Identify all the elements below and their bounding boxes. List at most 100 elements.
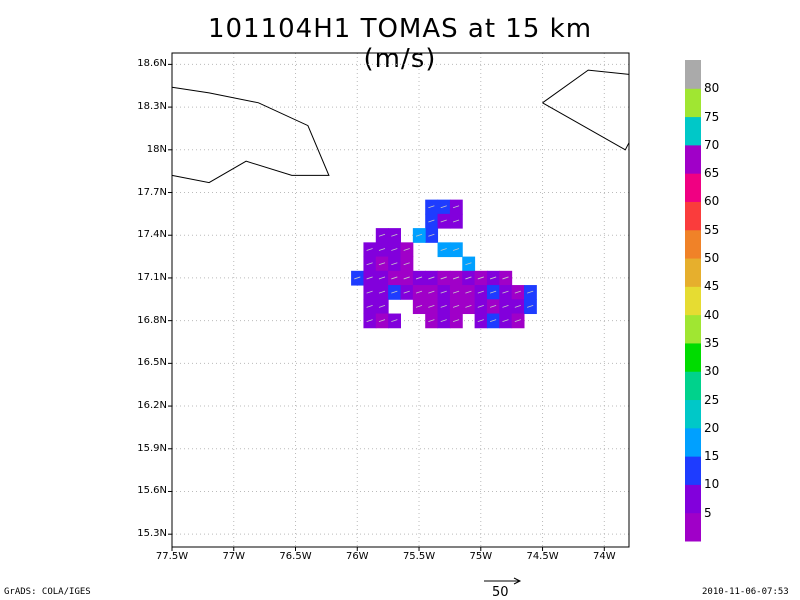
wind-vector <box>440 248 447 251</box>
footer-credit: GrADS: COLA/IGES <box>4 587 91 597</box>
wind-vector <box>366 248 373 251</box>
colorbar-label: 25 <box>704 392 720 407</box>
colorbar-label: 70 <box>704 137 720 152</box>
colorbar-label: 20 <box>704 420 720 435</box>
colorbar-swatch <box>685 88 701 118</box>
wind-vector <box>391 319 398 323</box>
lon-label: 77W <box>222 551 246 562</box>
wind-vector <box>391 276 398 280</box>
wind-vector <box>403 276 410 280</box>
wind-vectors <box>354 205 534 323</box>
lat-label: 15.9N <box>137 442 167 454</box>
wind-vector <box>502 276 509 280</box>
colorbar-label: 30 <box>704 364 720 379</box>
coastline <box>542 102 630 151</box>
colorbar-label: 35 <box>704 335 720 350</box>
lon-label: 76W <box>345 551 369 562</box>
wind-vector <box>440 305 447 308</box>
wind-vector <box>465 262 472 266</box>
colorbar-swatch <box>685 144 701 174</box>
lat-label: 17.7N <box>137 186 167 198</box>
axis-ticks <box>168 63 605 551</box>
wind-vector <box>428 276 435 280</box>
wind-vector <box>391 290 398 294</box>
wind-vector <box>477 305 484 308</box>
lat-label: 16.5N <box>137 357 167 369</box>
colorbar-swatch <box>685 286 701 316</box>
lon-label: 75W <box>469 551 493 562</box>
wind-vector <box>415 290 423 294</box>
wind-vector <box>452 305 460 308</box>
colorbar-label: 40 <box>704 307 720 322</box>
wind-vector <box>440 290 447 294</box>
colorbar-swatch <box>685 427 701 457</box>
colorbar-swatch <box>685 314 701 344</box>
grid-lines <box>171 53 629 547</box>
lon-label: 75.5W <box>402 551 436 562</box>
wind-vector <box>477 319 484 323</box>
reference-vector-label: 50 <box>492 585 509 600</box>
footer-timestamp: 2010-11-06-07:53 <box>702 587 789 597</box>
wind-vector <box>403 290 410 294</box>
wind-vector <box>378 276 386 280</box>
wind-vector <box>490 276 497 280</box>
coastlines <box>171 69 630 184</box>
coastline <box>171 86 330 184</box>
reference-vector-arrow <box>484 577 522 585</box>
wind-vector <box>428 233 435 237</box>
colorbar-label: 10 <box>704 477 720 492</box>
colorbar-label: 80 <box>704 81 720 96</box>
colorbar-label: 15 <box>704 449 720 464</box>
wind-vector <box>440 205 447 209</box>
wind-vector <box>415 276 423 280</box>
wind-vector <box>428 290 435 294</box>
wind-vector <box>452 319 460 323</box>
wind-vector <box>490 290 497 294</box>
colorbar-swatch <box>685 60 701 89</box>
wind-vector <box>490 319 497 323</box>
wind-vector <box>465 276 472 280</box>
wind-vector <box>403 248 410 251</box>
wind-vector <box>378 290 386 294</box>
wind-vector <box>415 305 423 308</box>
wind-vector <box>527 305 534 308</box>
colorbar-swatch <box>685 229 701 259</box>
colorbar-label: 65 <box>704 166 720 181</box>
lat-label: 18N <box>146 143 167 155</box>
lat-label: 17.4N <box>137 229 167 241</box>
colorbar-label: 5 <box>704 505 712 520</box>
lon-label: 74.5W <box>526 551 559 562</box>
wind-vector <box>366 290 373 294</box>
colorbar-label: 75 <box>704 109 720 124</box>
wind-vector <box>452 248 460 251</box>
colorbar-swatch <box>685 456 701 485</box>
wind-vector <box>490 305 497 308</box>
wind-vector <box>527 290 534 294</box>
map-title: 101104H1 TOMAS at 15 km (m/s) <box>207 14 593 74</box>
wind-vector <box>378 248 386 251</box>
lat-label: 18.3N <box>137 101 167 113</box>
wind-vector <box>366 262 373 266</box>
colorbar-swatch <box>685 512 701 542</box>
colorbar-swatch <box>685 371 701 401</box>
wind-vector <box>354 276 361 280</box>
colorbar-label: 60 <box>704 194 720 209</box>
wind-vector <box>378 305 386 308</box>
wind-vector <box>428 305 435 308</box>
colorbar-swatch <box>685 484 701 514</box>
map-frame <box>171 52 630 548</box>
wind-vector <box>391 262 398 266</box>
lon-label: 74W <box>592 551 616 562</box>
wind-vector <box>465 290 472 294</box>
wind-vector <box>440 276 447 280</box>
wind-vector <box>502 290 509 294</box>
wind-vector <box>391 248 398 251</box>
lon-label: 77.5W <box>155 551 189 562</box>
colorbar-swatch <box>685 116 701 146</box>
wind-vector <box>366 319 373 323</box>
wind-vector <box>514 319 521 323</box>
colorbar-swatch <box>685 258 701 287</box>
wind-vector <box>465 305 472 308</box>
lat-label: 16.8N <box>137 314 167 326</box>
wind-vector <box>477 290 484 294</box>
